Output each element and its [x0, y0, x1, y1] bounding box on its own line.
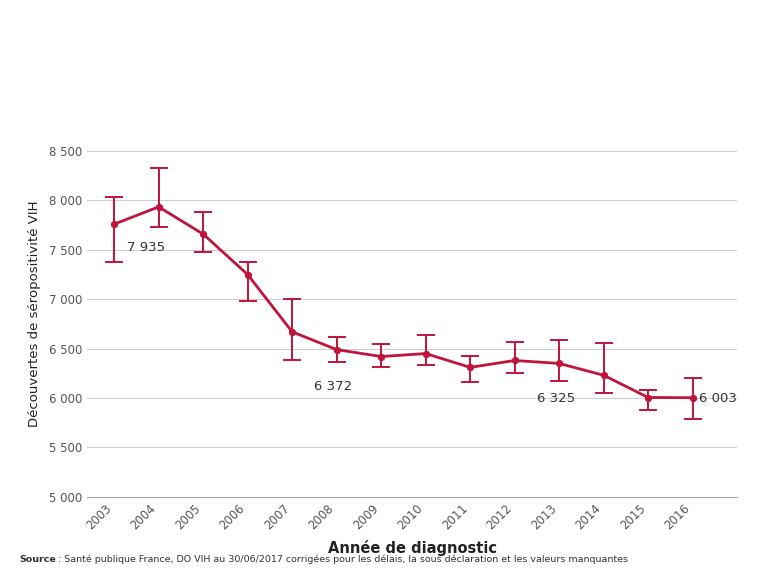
Point	[597, 371, 610, 380]
Point	[420, 349, 432, 358]
Text: 7 935: 7 935	[128, 242, 166, 255]
Point	[331, 345, 343, 354]
Point	[508, 356, 521, 365]
Y-axis label: Découvertes de séropositivité VIH: Découvertes de séropositivité VIH	[28, 201, 41, 427]
Point	[464, 363, 477, 372]
Text: ONT DÉCOUVERT LEUR SÉROPOSITIVITÉ EN 2016: ONT DÉCOUVERT LEUR SÉROPOSITIVITÉ EN 201…	[19, 70, 495, 88]
Point	[642, 393, 654, 402]
Point	[108, 220, 120, 229]
Text: 6 325: 6 325	[537, 392, 575, 405]
Point	[286, 327, 298, 336]
Point	[640, 87, 652, 96]
Text: Santé
publique
France: Santé publique France	[722, 36, 760, 72]
Point	[640, 55, 652, 64]
Point	[153, 202, 165, 211]
Point	[197, 230, 209, 239]
Text: 6 003: 6 003	[699, 392, 737, 405]
Text: ENVIRON 6 000 PERSONNES [5 750-6 250]: ENVIRON 6 000 PERSONNES [5 750-6 250]	[19, 30, 432, 48]
Point	[375, 352, 388, 361]
Text: 6 372: 6 372	[315, 380, 353, 393]
Point	[686, 393, 698, 403]
Point	[598, 55, 610, 64]
Text: Source: Source	[19, 555, 55, 564]
Point	[598, 22, 610, 31]
Point	[682, 22, 694, 31]
Point	[682, 87, 694, 96]
Point	[242, 270, 254, 279]
Point	[682, 55, 694, 64]
Point	[640, 22, 652, 31]
X-axis label: Année de diagnostic: Année de diagnostic	[328, 540, 497, 556]
Point	[553, 359, 565, 368]
Text: : Santé publique France, DO VIH au 30/06/2017 corrigées pour les délais, la sous: : Santé publique France, DO VIH au 30/06…	[55, 554, 629, 564]
Point	[598, 87, 610, 96]
